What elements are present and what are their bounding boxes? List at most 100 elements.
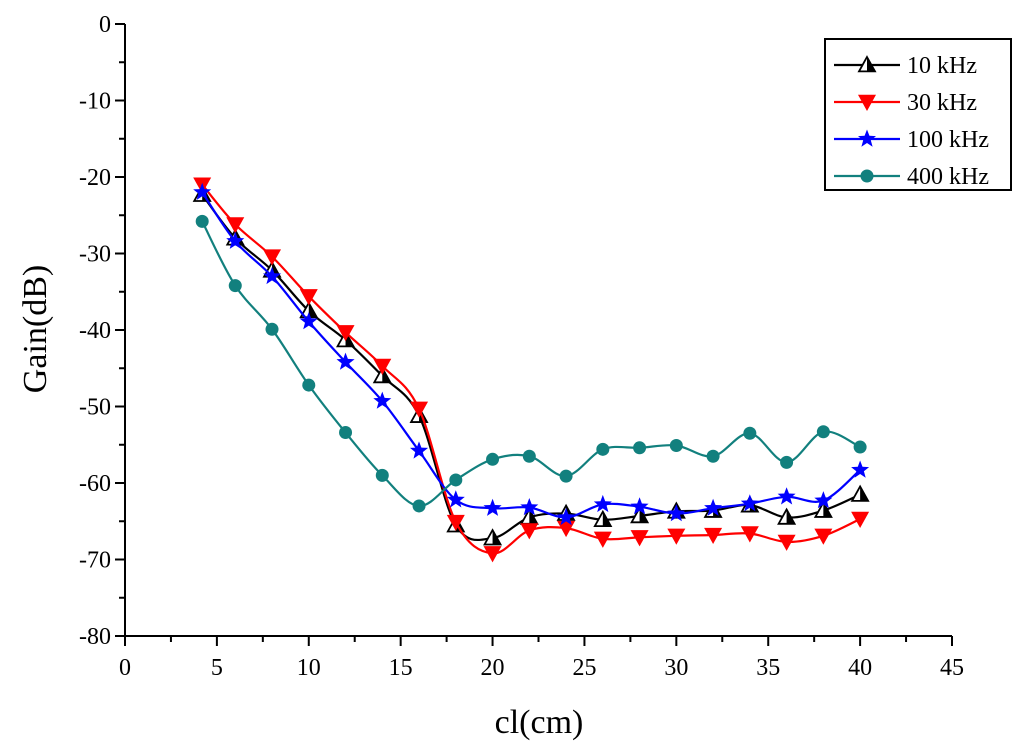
series-line bbox=[201, 193, 861, 542]
data-point bbox=[633, 441, 647, 455]
data-point bbox=[412, 499, 426, 513]
data-point bbox=[559, 469, 573, 483]
x-tick-label: 5 bbox=[211, 655, 223, 681]
data-point bbox=[667, 504, 686, 522]
data-point bbox=[446, 490, 465, 508]
data-point bbox=[372, 366, 392, 384]
data-point bbox=[520, 523, 539, 540]
data-point bbox=[704, 498, 723, 516]
data-point bbox=[780, 455, 794, 469]
legend-marker bbox=[860, 169, 874, 183]
x-tick-label: 0 bbox=[119, 655, 131, 681]
data-point bbox=[263, 249, 282, 266]
series-line bbox=[201, 220, 861, 508]
data-point bbox=[336, 325, 355, 342]
data-point bbox=[299, 312, 318, 330]
data-point bbox=[596, 442, 610, 456]
data-point bbox=[483, 546, 502, 563]
series-3 bbox=[193, 182, 870, 526]
x-tick-label: 40 bbox=[848, 655, 872, 681]
data-point bbox=[375, 468, 389, 482]
data-point bbox=[630, 530, 649, 547]
x-tick-label: 10 bbox=[297, 655, 321, 681]
legend-entry: 400 kHz bbox=[834, 164, 989, 190]
data-point bbox=[522, 449, 536, 463]
y-tick-label: -40 bbox=[79, 318, 111, 344]
data-point bbox=[813, 500, 833, 518]
data-point bbox=[706, 449, 720, 463]
data-point bbox=[299, 289, 318, 306]
legend-label: 10 kHz bbox=[907, 53, 977, 79]
data-point bbox=[743, 426, 757, 440]
legend-label: 100 kHz bbox=[907, 127, 989, 153]
y-tick-label: 0 bbox=[99, 12, 111, 38]
y-tick-label: -10 bbox=[79, 89, 111, 115]
legend-entry: 100 kHz bbox=[834, 127, 989, 153]
data-point bbox=[851, 460, 870, 478]
data-point bbox=[814, 491, 833, 509]
series-2 bbox=[193, 177, 870, 563]
data-point bbox=[777, 534, 796, 551]
series-4 bbox=[195, 214, 867, 513]
legend: 10 kHz 30 kHz 100 kHz 400 kHz bbox=[824, 38, 1012, 191]
y-tick-label: -30 bbox=[79, 242, 111, 268]
y-tick-label: -20 bbox=[79, 165, 111, 191]
data-point bbox=[593, 531, 612, 548]
data-point bbox=[265, 322, 279, 336]
data-point bbox=[302, 378, 316, 392]
legend-entry: 10 kHz bbox=[834, 53, 977, 79]
y-tick-label: -50 bbox=[79, 395, 111, 421]
legend-marker bbox=[858, 94, 876, 111]
data-point bbox=[449, 473, 463, 487]
data-point bbox=[740, 494, 759, 512]
data-point bbox=[593, 509, 613, 528]
x-tick-label: 45 bbox=[940, 655, 964, 681]
data-point bbox=[193, 182, 212, 200]
data-point bbox=[263, 266, 282, 285]
data-point bbox=[740, 526, 759, 543]
x-tick-label: 20 bbox=[481, 655, 505, 681]
data-point bbox=[557, 507, 576, 526]
legend-label: 30 kHz bbox=[907, 90, 977, 116]
data-point bbox=[557, 520, 576, 538]
data-point bbox=[814, 528, 833, 545]
data-point bbox=[486, 452, 500, 466]
data-point bbox=[446, 514, 465, 532]
x-tick-label: 25 bbox=[572, 655, 596, 681]
data-point bbox=[339, 426, 353, 440]
data-point bbox=[816, 425, 830, 439]
data-point bbox=[410, 401, 429, 418]
data-point bbox=[483, 498, 502, 516]
data-point bbox=[226, 217, 245, 234]
legend-marker bbox=[857, 55, 877, 73]
y-axis-title: Gain(dB) bbox=[17, 265, 54, 393]
y-tick-label: -70 bbox=[79, 548, 111, 574]
data-point bbox=[336, 352, 355, 370]
axes-layer: 0 5 10 15 20 25 30 35 40 45 0 -10 -20 -30 -40 -50 -60 -70… bbox=[79, 12, 964, 681]
data-point bbox=[853, 440, 867, 454]
legend-label: 400 kHz bbox=[907, 164, 989, 190]
series-line bbox=[201, 191, 861, 519]
data-point bbox=[226, 231, 245, 249]
data-point bbox=[630, 497, 649, 515]
data-point bbox=[667, 528, 686, 545]
series-line bbox=[201, 183, 861, 555]
data-point bbox=[851, 511, 870, 528]
data-point bbox=[520, 498, 539, 516]
legend-entry: 30 kHz bbox=[834, 90, 977, 116]
series-layer bbox=[192, 177, 870, 563]
data-point bbox=[228, 279, 242, 293]
data-point bbox=[195, 214, 209, 228]
data-point bbox=[777, 507, 797, 525]
x-axis-title: cl(cm) bbox=[495, 704, 584, 741]
x-tick-label: 30 bbox=[664, 655, 688, 681]
y-tick-label: -80 bbox=[79, 624, 111, 650]
data-point bbox=[410, 441, 429, 459]
x-tick-label: 15 bbox=[389, 655, 413, 681]
data-point bbox=[373, 391, 392, 409]
data-point bbox=[373, 358, 392, 375]
legend-marker bbox=[858, 129, 876, 147]
data-point bbox=[669, 439, 683, 453]
